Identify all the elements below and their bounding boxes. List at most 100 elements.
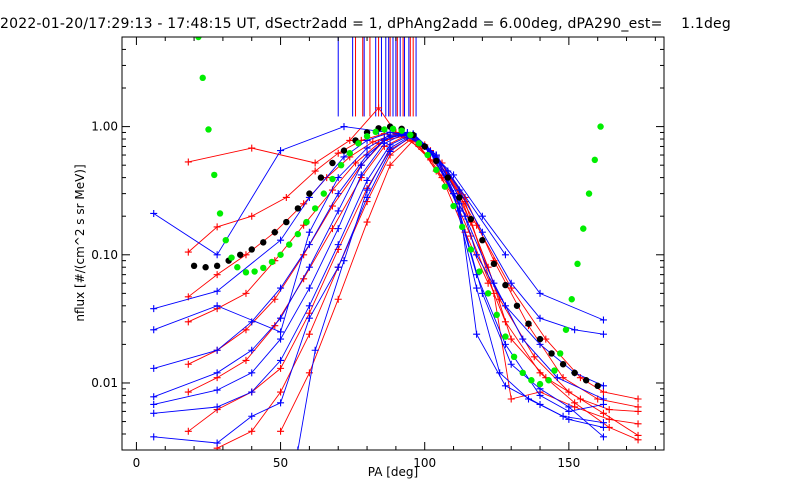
series-line-red xyxy=(188,107,472,223)
data-point-red xyxy=(184,360,192,368)
data-point-red xyxy=(277,427,285,435)
series-blue-13 xyxy=(150,130,607,415)
x-tick-label: 150 xyxy=(557,456,580,470)
ticks-layer: 0 50 100 150 0.01 0.10 1.00 xyxy=(91,36,664,470)
fit-point-green xyxy=(536,380,544,388)
fit-point-black xyxy=(490,260,498,268)
fit-point-green xyxy=(277,251,284,258)
fit-point-black xyxy=(260,239,267,246)
data-point-blue xyxy=(363,144,371,152)
fit-point-green xyxy=(346,150,353,157)
data-point-red xyxy=(363,218,371,226)
data-point-red xyxy=(507,395,515,403)
data-point-blue xyxy=(501,382,509,390)
fit-point-black xyxy=(248,246,255,253)
fit-point-black xyxy=(444,174,451,181)
data-point-red xyxy=(536,369,544,377)
fit-point-black xyxy=(513,302,521,309)
data-point-blue xyxy=(599,382,607,390)
data-point-red xyxy=(184,158,192,166)
fit-point-green xyxy=(585,190,593,197)
series-line-blue xyxy=(153,131,604,424)
data-point-blue xyxy=(305,263,313,271)
data-point-red xyxy=(334,295,342,303)
data-point-red xyxy=(300,275,308,283)
data-point-blue xyxy=(473,330,481,338)
fit-point-green xyxy=(389,125,397,133)
fit-point-green xyxy=(551,367,558,374)
data-point-blue xyxy=(571,326,579,334)
fit-point-green xyxy=(311,205,319,212)
data-point-red xyxy=(375,104,383,112)
data-point-blue xyxy=(334,207,342,215)
series-line-blue xyxy=(153,134,604,335)
data-point-blue xyxy=(334,190,342,198)
data-point-blue xyxy=(334,263,342,271)
data-point-blue xyxy=(150,393,158,401)
fit-point-green xyxy=(458,223,466,231)
data-point-red xyxy=(271,295,279,303)
data-point-blue xyxy=(507,279,515,287)
data-point-red xyxy=(461,198,469,206)
y-tick-label: 1.00 xyxy=(91,120,118,134)
data-point-red xyxy=(282,193,290,201)
fit-point-green xyxy=(476,268,483,275)
data-point-red xyxy=(634,395,642,403)
data-point-blue xyxy=(478,228,486,236)
data-point-blue xyxy=(340,153,348,161)
series-line-red xyxy=(188,133,489,298)
data-point-red xyxy=(242,251,250,259)
data-point-red xyxy=(386,161,394,169)
series-red-1 xyxy=(184,130,452,256)
data-point-blue xyxy=(213,369,221,377)
data-point-blue xyxy=(248,346,256,354)
fit-point-green xyxy=(329,175,336,183)
data-point-blue xyxy=(507,360,515,368)
data-point-red xyxy=(501,318,509,326)
data-point-blue xyxy=(455,207,463,215)
data-point-red xyxy=(634,407,642,415)
data-point-blue xyxy=(386,144,394,152)
fit-curves-layer xyxy=(190,37,604,390)
data-point-red xyxy=(599,388,607,396)
fit-point-black xyxy=(317,174,325,181)
fit-point-green xyxy=(355,140,362,147)
fit-point-green xyxy=(242,269,250,276)
data-point-blue xyxy=(150,326,158,334)
fit-point-green xyxy=(545,377,552,384)
data-point-red xyxy=(213,271,221,279)
series-line-blue xyxy=(153,134,604,444)
data-point-blue xyxy=(305,302,313,310)
data-point-blue xyxy=(334,225,342,233)
data-point-blue xyxy=(305,314,313,322)
x-tick-label: 0 xyxy=(133,456,141,470)
data-point-red xyxy=(530,353,538,361)
data-point-blue xyxy=(386,132,394,140)
data-point-red xyxy=(634,420,642,428)
data-point-red xyxy=(507,335,515,343)
x-axis-label: PA [deg] xyxy=(368,465,418,479)
data-point-blue xyxy=(536,400,544,408)
data-point-blue xyxy=(461,212,469,220)
data-point-blue xyxy=(599,395,607,403)
fit-point-green xyxy=(381,126,388,133)
data-point-blue xyxy=(599,433,607,441)
fit-point-green xyxy=(337,161,345,169)
data-point-red xyxy=(565,388,573,396)
data-point-blue xyxy=(519,335,527,343)
fit-point-green xyxy=(228,254,235,261)
fit-point-green xyxy=(568,296,575,303)
data-point-blue xyxy=(277,236,285,244)
x-tick-label: 100 xyxy=(413,456,436,470)
fit-curve-black xyxy=(190,123,601,390)
fit-point-black xyxy=(594,382,601,390)
data-point-blue xyxy=(473,251,481,259)
data-point-blue xyxy=(248,412,256,420)
data-point-blue xyxy=(340,123,348,131)
data-point-red xyxy=(369,138,377,146)
fit-point-green xyxy=(528,377,535,384)
fit-point-green xyxy=(424,151,431,159)
data-point-red xyxy=(248,212,256,220)
data-point-blue xyxy=(536,289,544,297)
data-point-blue xyxy=(455,186,463,194)
